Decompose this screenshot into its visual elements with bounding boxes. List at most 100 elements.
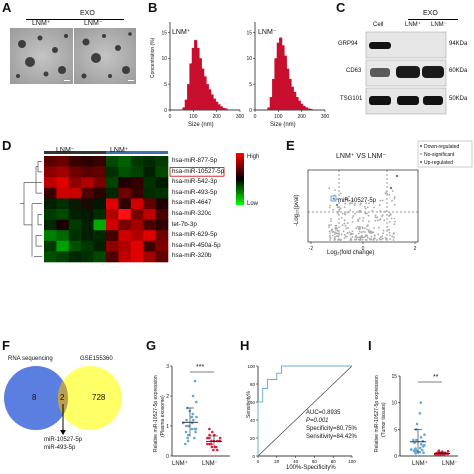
bar-right-16 — [304, 107, 308, 110]
volcano-point — [370, 235, 373, 238]
heatmap-cell-6-1 — [56, 219, 70, 231]
g-point-0-14 — [191, 412, 195, 416]
bar-right-5 — [279, 37, 283, 110]
g-point-0-6 — [195, 415, 198, 419]
panel-letter-e: E — [286, 138, 295, 153]
bar-right-12 — [295, 97, 299, 110]
volcano-point — [361, 238, 364, 241]
volcano-xtick-label-0: -2 — [309, 246, 314, 252]
volcano-point — [346, 198, 349, 200]
heatmap-cell-8-0 — [44, 240, 57, 252]
bar-left-2 — [187, 84, 191, 110]
volcano-point — [384, 236, 387, 239]
g-ytick-label-0: 0 — [166, 454, 169, 460]
volcano-point — [357, 228, 360, 231]
volcano-point — [394, 220, 397, 223]
heatmap-cell-7-6 — [118, 230, 132, 242]
i-point-1-19 — [436, 453, 439, 457]
volcano-point — [366, 206, 369, 209]
volcano-point — [351, 202, 353, 205]
heatmap-cell-7-0 — [44, 230, 57, 242]
heatmap-cell-4-0 — [44, 198, 57, 210]
volcano-point — [343, 237, 346, 239]
volcano-point — [374, 219, 377, 222]
bar-right-1 — [269, 97, 273, 110]
volcano-point — [388, 193, 391, 196]
volcano-point — [384, 192, 387, 195]
volcano-point — [362, 230, 365, 233]
g-point-0-16 — [194, 430, 197, 434]
bar-right-2 — [272, 78, 276, 110]
i-point-0-13 — [418, 412, 422, 415]
heatmap-cell-5-6 — [118, 209, 132, 220]
volcano-point — [379, 210, 381, 212]
volcano-point — [393, 203, 396, 206]
i-ytick-label-15: 15 — [391, 374, 397, 380]
volcano-point — [376, 239, 378, 241]
heatmap-cell-8-9 — [155, 240, 169, 252]
i-ytick-label-0: 0 — [394, 454, 397, 460]
heatmap-cell-6-0 — [44, 219, 57, 231]
heatmap-cell-9-8 — [143, 251, 156, 263]
volcano-point — [391, 235, 394, 238]
roc-ytick-label-0: 0 — [252, 454, 255, 459]
heatmap-cell-5-2 — [68, 209, 82, 220]
heatmap-cell-2-0 — [44, 177, 57, 189]
g-point-1-9 — [206, 436, 209, 440]
ytick-label-right-5: 5 — [249, 82, 252, 88]
venn-left-count: 8 — [32, 393, 37, 402]
bar-right-9 — [288, 78, 292, 110]
volcano-highlight-point — [332, 197, 335, 200]
heatmap-legend-low: Low — [247, 201, 259, 207]
xtick-label-right-300: 300 — [321, 114, 330, 120]
heatmap-cell-1-5 — [106, 166, 119, 178]
heatmap-cell-1-6 — [118, 166, 132, 178]
volcano-point — [330, 217, 332, 220]
bar-right-15 — [302, 105, 306, 110]
g-point-0-23 — [190, 415, 194, 419]
volcano-point — [338, 208, 341, 211]
band-tsg101-cell — [369, 96, 391, 105]
volcano-point — [330, 229, 333, 232]
heatmap-cell-0-1 — [56, 156, 70, 167]
volcano-point — [393, 217, 396, 220]
roc-auc: AUC=0.8935 — [306, 410, 341, 416]
volcano-point — [381, 235, 384, 237]
ytick-label-left-15: 15 — [161, 30, 167, 36]
volcano-point — [385, 238, 388, 241]
heatmap-cell-2-1 — [56, 177, 70, 189]
volcano-point — [333, 237, 336, 240]
heatmap-cell-0-0 — [44, 156, 57, 167]
roc-ytick-label-40: 40 — [250, 418, 256, 423]
venn-result-line-2: miR-493-5p — [44, 445, 76, 451]
panel-a-header: EXO — [80, 10, 95, 17]
volcano-point — [386, 192, 389, 195]
heatmap-gene-label: hsa-miR-493-5p — [172, 188, 218, 196]
heatmap-cell-3-2 — [68, 187, 82, 199]
volcano-point — [355, 227, 358, 230]
volcano-point — [343, 206, 346, 209]
heatmap-legend-high: High — [247, 154, 260, 160]
heatmap-cell-0-3 — [81, 156, 94, 167]
volcano-point — [346, 211, 349, 214]
panel-c-col-cell: Cell — [373, 22, 384, 28]
venn-circle-right — [58, 366, 122, 430]
bar-right-4 — [276, 42, 280, 110]
heatmap-cell-1-7 — [130, 166, 144, 178]
heatmap-cell-5-1 — [56, 209, 70, 220]
panel-h-ylabel: Sensitivity% — [246, 391, 252, 418]
roc-specificity: Specificity=80.75% — [306, 426, 357, 432]
volcano-point — [359, 239, 362, 241]
volcano-point — [393, 195, 396, 198]
volcano-point — [351, 236, 354, 238]
group-bar-lnm-pos — [106, 151, 168, 154]
volcano-point — [381, 237, 384, 240]
bar-right-11 — [293, 91, 297, 110]
heatmap-cell-9-4 — [93, 251, 107, 263]
volcano-point — [349, 209, 352, 212]
volcano-point — [328, 226, 330, 229]
volcano-point — [348, 231, 351, 234]
volcano-point — [334, 224, 337, 227]
venn-result-line-1: miR-10527-5p — [44, 437, 83, 443]
heatmap-cell-3-6 — [118, 187, 132, 199]
